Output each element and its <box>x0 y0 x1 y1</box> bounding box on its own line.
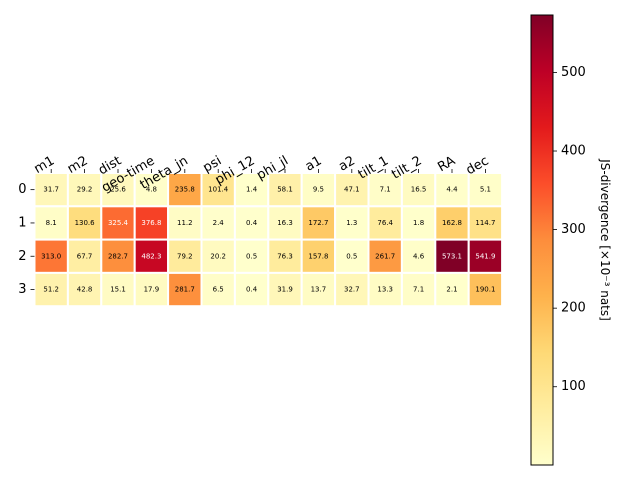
cell-value-label: 76.3 <box>277 252 293 260</box>
cell-value-label: 0.5 <box>346 252 357 260</box>
heatmap-cell <box>400 271 437 308</box>
cell-value-label: 573.1 <box>442 252 462 260</box>
cell-value-label: 29.2 <box>77 186 93 194</box>
colorbar-tick-label: 100 <box>561 379 586 394</box>
cell-value-label: 281.7 <box>175 286 195 294</box>
y-tick-label: 3 <box>18 282 26 297</box>
heatmap-cell <box>400 205 437 241</box>
heatmap-cell <box>200 271 236 308</box>
cell-value-label: 9.5 <box>313 186 324 194</box>
cell-value-label: 1.8 <box>413 219 424 227</box>
heatmap-cell <box>367 271 403 308</box>
cell-value-label: 42.8 <box>77 286 93 294</box>
y-tick-label: 1 <box>18 215 26 230</box>
y-tick-label: 0 <box>18 182 26 197</box>
x-tick-label: a2 <box>336 153 358 174</box>
cell-value-label: 2.4 <box>213 219 225 227</box>
heatmap-cell <box>66 271 103 308</box>
cell-value-label: 67.7 <box>77 252 93 260</box>
cell-value-label: 20.2 <box>210 252 226 260</box>
heatmap-cell <box>66 205 103 241</box>
heatmap-cell <box>267 271 303 308</box>
colorbar-tick-label: 500 <box>561 65 586 80</box>
cell-value-label: 51.2 <box>43 286 59 294</box>
cell-value-label: 4.4 <box>446 186 458 194</box>
cell-value-label: 16.5 <box>411 186 427 194</box>
y-axis-ticks: 0 1 2 3 <box>18 182 35 297</box>
colorbar-label: JS-divergence [×10⁻³ nats] <box>598 158 612 321</box>
x-tick-label: RA <box>435 153 458 175</box>
cell-value-label: 4.6 <box>413 252 425 260</box>
cell-value-label: 31.9 <box>277 286 293 294</box>
heatmap-cell <box>300 238 337 274</box>
cell-value-label: 282.7 <box>108 252 128 260</box>
cell-value-label: 47.1 <box>344 186 360 194</box>
heatmap-cell <box>200 172 236 208</box>
heatmap-cell <box>367 238 403 274</box>
heatmap-cell <box>233 172 270 208</box>
colorbar-tick-label: 200 <box>561 301 586 316</box>
colorbar-gradient <box>530 14 554 466</box>
cell-value-label: 0.4 <box>246 219 258 227</box>
heatmap-cell <box>467 271 504 308</box>
cell-value-label: 7.1 <box>380 186 391 194</box>
cell-value-label: 482.3 <box>141 252 161 260</box>
heatmap-cell <box>334 238 370 274</box>
cell-value-label: 172.7 <box>308 219 328 227</box>
heatmap-cell <box>467 205 504 241</box>
colorbar-tick-label: 400 <box>561 144 586 159</box>
cell-value-label: 162.8 <box>442 219 462 227</box>
colorbar-tick-label: 300 <box>561 222 586 237</box>
cell-value-label: 325.4 <box>108 219 129 227</box>
cell-value-label: 5.1 <box>480 186 491 194</box>
cell-value-label: 16.3 <box>277 219 293 227</box>
cell-value-label: 13.3 <box>377 286 393 294</box>
cell-value-label: 32.7 <box>344 286 360 294</box>
cell-value-label: 130.6 <box>75 219 96 227</box>
cell-value-label: 313.0 <box>41 252 61 260</box>
cell-value-label: 8.1 <box>46 219 57 227</box>
colorbar: 100 200 300 400 500 JS-divergence [×10⁻³ nat… <box>530 14 612 466</box>
cell-value-label: 13.7 <box>311 286 327 294</box>
cell-value-label: 376.8 <box>141 219 161 227</box>
cell-value-label: 6.5 <box>213 286 224 294</box>
cell-value-label: 157.8 <box>308 252 328 260</box>
cell-value-label: 17.9 <box>144 286 160 294</box>
cell-value-label: 31.7 <box>43 186 59 194</box>
heatmap-cell <box>334 271 370 308</box>
cell-value-label: 261.7 <box>375 252 395 260</box>
heatmap-cell <box>367 205 403 241</box>
cell-value-label: 1.3 <box>346 219 357 227</box>
cell-value-label: 4.8 <box>146 186 157 194</box>
cell-value-label: 0.4 <box>246 286 258 294</box>
cell-value-label: 0.5 <box>246 252 257 260</box>
heatmap-cell <box>300 271 337 308</box>
heatmap-cells: 31.7 29.2 25.6 4.8 235.8 101.4 1.4 58.1 9.5 47.1 7… <box>33 172 504 308</box>
cell-value-label: 15.1 <box>110 286 126 294</box>
cell-value-label: 114.7 <box>475 219 495 227</box>
cell-value-label: 76.4 <box>377 219 393 227</box>
x-tick-label: a1 <box>303 153 325 174</box>
heatmap-cell <box>66 238 103 274</box>
y-tick-label: 2 <box>18 249 26 264</box>
heatmap-cell <box>434 271 470 308</box>
cell-value-label: 1.4 <box>246 186 258 194</box>
cell-value-label: 7.1 <box>413 286 424 294</box>
cell-value-label: 25.6 <box>110 186 126 194</box>
heatmap-cell <box>100 271 136 308</box>
cell-value-label: 2.1 <box>446 286 457 294</box>
cell-value-label: 541.9 <box>475 252 495 260</box>
cell-value-label: 58.1 <box>277 186 293 194</box>
cell-value-label: 190.1 <box>475 286 495 294</box>
cell-value-label: 11.2 <box>177 219 193 227</box>
cell-value-label: 101.4 <box>208 186 229 194</box>
cell-value-label: 235.8 <box>175 186 195 194</box>
colorbar-ticks: 100 200 300 400 500 <box>553 65 586 394</box>
cell-value-label: 79.2 <box>177 252 193 260</box>
